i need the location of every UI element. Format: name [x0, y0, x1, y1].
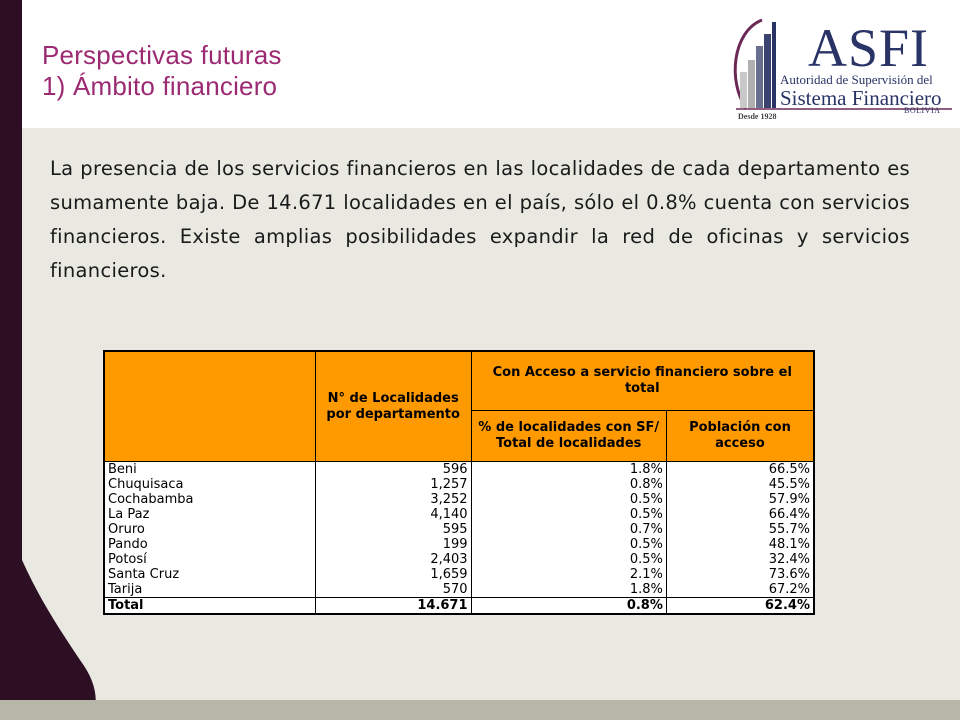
cell-department: Beni [103, 461, 316, 477]
total-pct-sf: 0.8% [470, 597, 667, 615]
table-row: La Paz 4,140 0.5% 66.4% [103, 507, 815, 522]
cell-poblacion: 48.1% [665, 537, 815, 552]
table-row: Chuquisaca 1,257 0.8% 45.5% [103, 477, 815, 492]
total-label: Total [103, 597, 316, 615]
cell-poblacion: 32.4% [665, 552, 815, 567]
total-poblacion: 62.4% [665, 597, 815, 615]
table-row: Tarija 570 1.8% 67.2% [103, 582, 815, 598]
cell-localidades: 4,140 [314, 507, 472, 522]
asfi-logo: ASFI Autoridad de Supervisión del Sistem… [726, 12, 954, 124]
cell-pct-sf: 0.5% [470, 537, 667, 552]
cell-localidades: 2,403 [314, 552, 472, 567]
header-department [103, 350, 316, 462]
decorative-swoosh [0, 560, 96, 720]
cell-localidades: 595 [314, 522, 472, 537]
cell-pct-sf: 0.5% [470, 507, 667, 522]
cell-pct-sf: 1.8% [470, 461, 667, 477]
title-line-2: 1) Ámbito financiero [42, 71, 278, 101]
cell-poblacion: 73.6% [665, 567, 815, 582]
cell-pct-sf: 0.5% [470, 492, 667, 507]
logo-subtitle-2: Sistema Financiero [780, 86, 942, 110]
logo-graphic-icon [733, 18, 952, 110]
table-row: Pando 199 0.5% 48.1% [103, 537, 815, 552]
cell-localidades: 199 [314, 537, 472, 552]
cell-poblacion: 57.9% [665, 492, 815, 507]
cell-localidades: 570 [314, 582, 472, 598]
cell-poblacion: 66.4% [665, 507, 815, 522]
logo-subtitle-1: Autoridad de Supervisión del [780, 72, 933, 87]
logo-name: ASFI [808, 18, 930, 78]
cell-department: Potosí [103, 552, 316, 567]
localidades-table: N° de Localidades por departamento Con A… [103, 350, 815, 615]
cell-localidades: 1,257 [314, 477, 472, 492]
cell-department: La Paz [103, 507, 316, 522]
cell-department: Tarija [103, 582, 316, 598]
cell-poblacion: 67.2% [665, 582, 815, 598]
cell-department: Chuquisaca [103, 477, 316, 492]
table-row: Potosí 2,403 0.5% 32.4% [103, 552, 815, 567]
logo-since: Desde 1928 [738, 112, 777, 121]
header-pct-sf: % de localidades con SF/ Total de locali… [470, 410, 667, 462]
header-poblacion: Población con acceso [665, 410, 815, 462]
cell-localidades: 3,252 [314, 492, 472, 507]
cell-department: Cochabamba [103, 492, 316, 507]
cell-localidades: 596 [314, 461, 472, 477]
total-localidades: 14.671 [314, 597, 472, 615]
cell-poblacion: 55.7% [665, 522, 815, 537]
table-row: Beni 596 1.8% 66.5% [103, 461, 815, 477]
table-row: Cochabamba 3,252 0.5% 57.9% [103, 492, 815, 507]
left-dark-band [0, 0, 22, 720]
table-row: Santa Cruz 1,659 2.1% 73.6% [103, 567, 815, 582]
title-line-1: Perspectivas futuras [42, 40, 282, 70]
cell-pct-sf: 2.1% [470, 567, 667, 582]
cell-poblacion: 66.5% [665, 461, 815, 477]
cell-department: Santa Cruz [103, 567, 316, 582]
table-total-row: Total 14.671 0.8% 62.4% [103, 597, 815, 615]
cell-poblacion: 45.5% [665, 477, 815, 492]
cell-department: Pando [103, 537, 316, 552]
cell-pct-sf: 1.8% [470, 582, 667, 598]
cell-pct-sf: 0.5% [470, 552, 667, 567]
cell-department: Oruro [103, 522, 316, 537]
slide-title: Perspectivas futuras 1) Ámbito financier… [42, 40, 282, 102]
header-group-acceso: Con Acceso a servicio financiero sobre e… [470, 350, 815, 411]
body-paragraph: La presencia de los servicios financiero… [50, 157, 910, 282]
table-body: Beni 596 1.8% 66.5% Chuquisaca 1,257 0.8% 45.5%… [103, 461, 815, 615]
logo-country: BOLIVIA [904, 106, 941, 115]
bottom-bar [0, 700, 960, 720]
header-localidades: N° de Localidades por departamento [314, 350, 472, 462]
table-row: Oruro 595 0.7% 55.7% [103, 522, 815, 537]
cell-pct-sf: 0.8% [470, 477, 667, 492]
cell-pct-sf: 0.7% [470, 522, 667, 537]
cell-localidades: 1,659 [314, 567, 472, 582]
